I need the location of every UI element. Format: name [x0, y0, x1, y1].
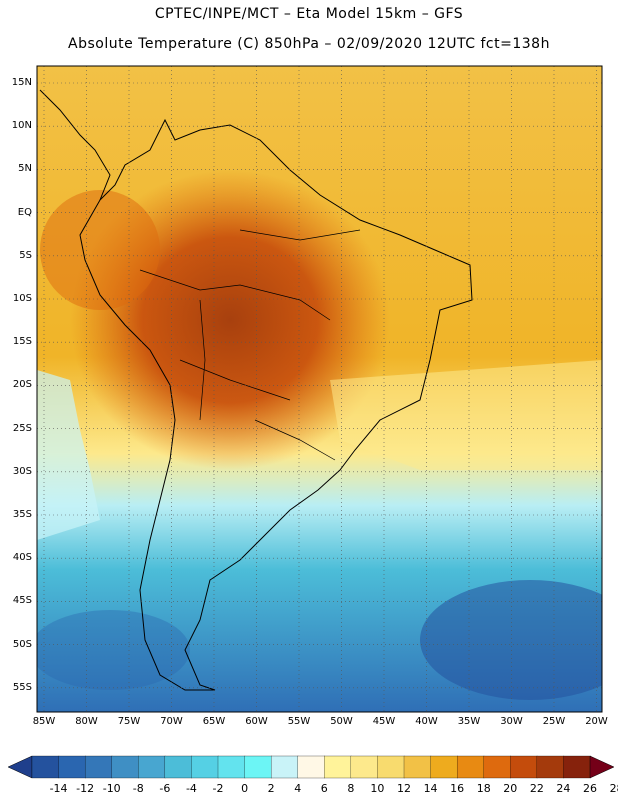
subtropical-band [330, 360, 602, 470]
title-line-1: CPTEC/INPE/MCT – Eta Model 15km – GFS [154, 6, 464, 22]
colorbar-swatch [244, 755, 272, 779]
lat-label: 50S [12, 638, 32, 650]
colorbar-label: 26 [583, 782, 597, 795]
lon-label: 20W [585, 716, 608, 727]
lon-label: 45W [372, 716, 396, 727]
lon-label: 25W [542, 716, 566, 727]
colorbar-label: 10 [370, 782, 385, 795]
colorbar-label: 20 [503, 782, 518, 795]
lat-label: 55S [12, 681, 32, 693]
colorbar-swatch [536, 755, 565, 779]
country-borders [139, 229, 361, 461]
lat-label: 10N [11, 120, 32, 132]
lat-label: 10S [12, 293, 32, 304]
colorbar-label: 12 [397, 782, 411, 795]
lon-label: 85W [32, 716, 56, 727]
colorbar-swatch [138, 755, 166, 779]
lat-label: 30S [12, 465, 32, 477]
colorbar-label: -14 [49, 782, 68, 795]
colorbar-swatch [164, 755, 193, 779]
colorbar-swatch [297, 755, 325, 779]
lat-label: EQ [17, 206, 32, 218]
lon-label: 75W [117, 716, 141, 727]
colorbar-swatch [31, 755, 60, 779]
lat-label: 5N [18, 163, 32, 175]
lon-label: 55W [287, 716, 311, 727]
lon-label: 80W [75, 716, 98, 727]
colorbar-swatch [350, 755, 379, 779]
cold-pool-southeast [420, 580, 602, 700]
warm-patch-west [40, 190, 160, 310]
lon-label: 35W [457, 716, 481, 727]
colorbar-label: 18 [476, 782, 491, 795]
lon-label: 50W [330, 716, 353, 727]
lon-label: 40W [415, 716, 438, 727]
cool-coast-west [37, 370, 100, 540]
colorbar-arrow-high [589, 755, 615, 779]
lat-label: 35S [12, 509, 32, 520]
colorbar-swatch [403, 755, 432, 779]
south-america-coastline [79, 118, 473, 691]
map-frame [36, 65, 603, 713]
colorbar-swatch [270, 755, 299, 779]
colorbar-swatch [58, 755, 86, 779]
colorbar-swatch [324, 755, 352, 779]
colorbar-label: -2 [212, 782, 224, 795]
colorbar-label: 28 [609, 782, 618, 795]
colorbar-label: 24 [556, 782, 571, 795]
colorbar-label: 14 [423, 782, 438, 795]
colorbar-label: -8 [132, 782, 144, 795]
colorbar-label: -4 [185, 782, 197, 795]
central-america-coastline [39, 89, 111, 201]
colorbar-swatch [483, 755, 511, 779]
colorbar-arrow-low [7, 755, 33, 779]
cold-pool-southwest [37, 610, 190, 690]
lat-label: 15N [11, 77, 32, 88]
colorbar-swatch [191, 755, 219, 779]
colorbar-label: 22 [529, 782, 544, 795]
lat-label: 45S [12, 595, 32, 607]
colorbar-swatch [217, 755, 246, 779]
colorbar-swatch [456, 755, 485, 779]
colorbar-swatch [111, 755, 139, 779]
colorbar-swatch [430, 755, 458, 779]
colorbar-label: 0 [241, 782, 249, 795]
colorbar-label: -12 [76, 782, 95, 795]
colorbar-label: 16 [450, 782, 465, 795]
lat-label: 40S [12, 552, 32, 564]
colorbar-label: -10 [102, 782, 121, 795]
colorbar-swatch [84, 755, 113, 779]
lon-label: 65W [202, 716, 226, 727]
colorbar-label: 8 [347, 782, 355, 795]
colorbar-swatch [563, 755, 591, 779]
colorbar-label: 4 [294, 782, 302, 795]
colorbar [7, 755, 615, 779]
colorbar-swatch [377, 755, 405, 779]
lon-label: 60W [245, 716, 268, 727]
title-line-2: Absolute Temperature (C) 850hPa – 02/09/… [68, 36, 550, 52]
lat-label: 25S [12, 422, 32, 434]
colorbar-label: -6 [159, 782, 171, 795]
colorbar-swatch [510, 755, 538, 779]
lon-label: 70W [160, 716, 183, 727]
colorbar-label: 6 [320, 782, 328, 795]
lon-label: 30W [500, 716, 523, 727]
lat-label: 5S [19, 249, 32, 261]
lat-label: 15S [12, 336, 32, 348]
lat-label: 20S [12, 379, 32, 391]
colorbar-label: 2 [267, 782, 275, 795]
